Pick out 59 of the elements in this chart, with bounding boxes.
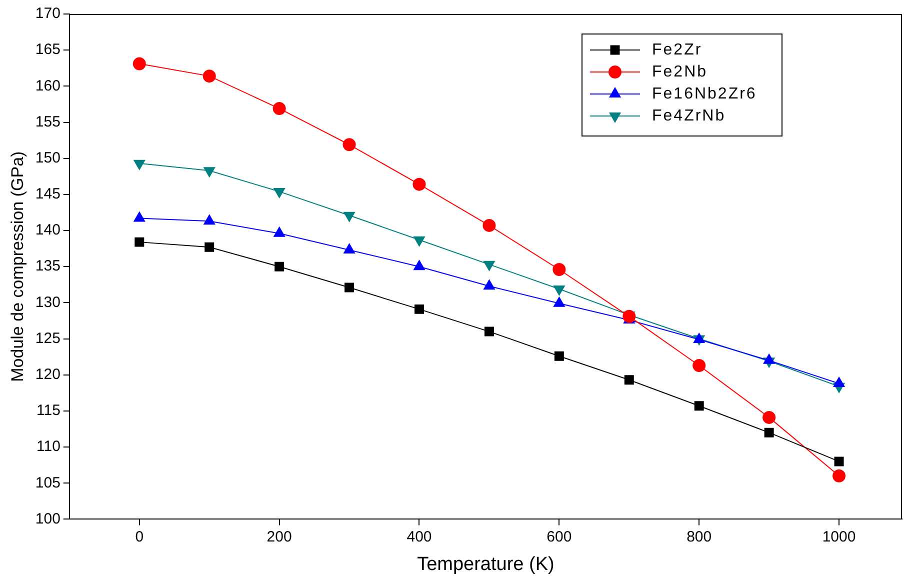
point (274, 262, 284, 272)
y-tick-label: 165 (35, 41, 60, 58)
point (553, 285, 565, 296)
point (134, 160, 146, 170)
y-axis-title: Module de compression (GPa) (8, 151, 27, 382)
y-tick-label: 150 (35, 149, 60, 166)
point (554, 351, 564, 361)
y-tick-label: 115 (36, 402, 60, 420)
y-tick-label: 110 (36, 438, 60, 456)
point (134, 212, 146, 222)
point (414, 236, 425, 246)
point (414, 260, 425, 270)
x-tick-label: 400 (406, 528, 432, 546)
legend-label: Fe4ZrNb (652, 107, 726, 124)
y-tick-label: 120 (35, 366, 60, 383)
point (832, 469, 846, 482)
point (484, 326, 494, 336)
point (762, 410, 776, 424)
x-tick-label: 0 (135, 528, 144, 546)
y-tick-label: 155 (35, 113, 60, 130)
y-tick-label: 145 (35, 186, 60, 203)
point (482, 218, 496, 232)
y-tick-label: 140 (35, 222, 60, 239)
y-tick-label: 100 (35, 510, 60, 528)
y-tick-label: 125 (35, 330, 60, 347)
y-tick-label: 160 (35, 77, 60, 94)
legend-label: Fe2Nb (652, 63, 708, 80)
x-tick-label: 200 (266, 528, 292, 546)
point (342, 138, 356, 152)
point (202, 70, 216, 83)
point (134, 237, 144, 247)
point (484, 280, 495, 290)
y-tick-label: 130 (35, 294, 60, 311)
point (412, 178, 426, 191)
point (272, 102, 286, 116)
point (132, 57, 146, 70)
point (204, 242, 214, 252)
legend-label: Fe16Nb2Zr6 (652, 85, 757, 102)
x-tick-label: 800 (686, 528, 712, 546)
y-tick-label: 135 (35, 258, 60, 275)
point (552, 262, 566, 276)
point (344, 212, 355, 222)
legend-label: Fe2Zr (652, 41, 702, 58)
y-tick-label: 170 (35, 5, 60, 22)
point (204, 214, 216, 225)
point (624, 375, 634, 385)
point (484, 260, 495, 271)
x-axis-title: Temperature (K) (417, 554, 554, 575)
point (414, 304, 424, 314)
point (344, 244, 355, 254)
point (344, 282, 354, 292)
x-tick-label: 600 (546, 528, 572, 546)
point (833, 377, 845, 388)
y-tick-label: 105 (35, 474, 60, 492)
point (834, 456, 844, 466)
x-tick-label: 1000 (822, 528, 856, 546)
point (694, 401, 704, 411)
point (764, 428, 774, 438)
point (692, 358, 706, 372)
